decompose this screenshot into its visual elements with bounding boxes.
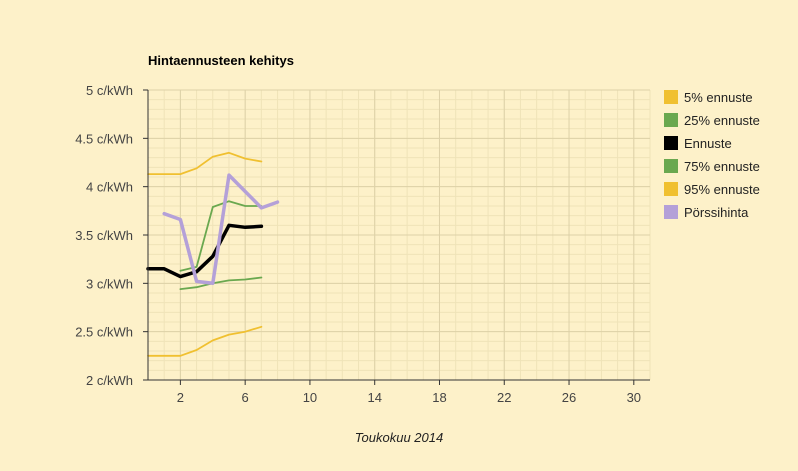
- x-axis-label: Toukokuu 2014: [355, 430, 443, 445]
- legend-swatch: [664, 113, 678, 127]
- x-tick-label: 14: [367, 390, 381, 405]
- x-tick-label: 10: [303, 390, 317, 405]
- series-layer: [146, 151, 280, 357]
- legend-swatch: [664, 205, 678, 219]
- legend-label: 95% ennuste: [684, 182, 760, 197]
- y-tick-label: 2 c/kWh: [86, 373, 133, 388]
- y-tick-label: 4.5 c/kWh: [75, 131, 133, 146]
- x-tick-label: 6: [242, 390, 249, 405]
- series-line-4: [147, 151, 263, 176]
- x-tick-label: 30: [627, 390, 641, 405]
- x-tick-labels: 2 6 10 14 18 22 26 30: [177, 390, 641, 405]
- legend-swatch: [664, 90, 678, 104]
- legend-swatch: [664, 136, 678, 150]
- x-tick-label: 22: [497, 390, 511, 405]
- y-tick-label: 3 c/kWh: [86, 276, 133, 291]
- legend-swatch: [664, 159, 678, 173]
- x-tick-label: 26: [562, 390, 576, 405]
- y-tick-label: 3.5 c/kWh: [75, 228, 133, 243]
- legend-label: Pörssihinta: [684, 205, 749, 220]
- legend-label: 5% ennuste: [684, 90, 753, 105]
- x-tick-label: 18: [432, 390, 446, 405]
- axes-layer: [143, 89, 650, 385]
- chart-title: Hintaennusteen kehitys: [148, 53, 294, 68]
- x-tick-label: 2: [177, 390, 184, 405]
- y-tick-label: 5 c/kWh: [86, 83, 133, 98]
- series-line-0: [147, 325, 263, 357]
- series-line-2: [146, 223, 264, 279]
- legend-label: 25% ennuste: [684, 113, 760, 128]
- series-line-5: [162, 173, 280, 286]
- series-line-1: [179, 276, 263, 291]
- legend: 5% ennuste 25% ennuste Ennuste 75% ennuste 9…: [664, 90, 760, 220]
- legend-label: 75% ennuste: [684, 159, 760, 174]
- legend-label: Ennuste: [684, 136, 732, 151]
- y-tick-label: 4 c/kWh: [86, 180, 133, 195]
- legend-swatch: [664, 182, 678, 196]
- y-tick-label: 2.5 c/kWh: [75, 325, 133, 340]
- y-tick-labels: 2 c/kWh 2.5 c/kWh 3 c/kWh 3.5 c/kWh 4 c/kWh 4…: [75, 83, 133, 388]
